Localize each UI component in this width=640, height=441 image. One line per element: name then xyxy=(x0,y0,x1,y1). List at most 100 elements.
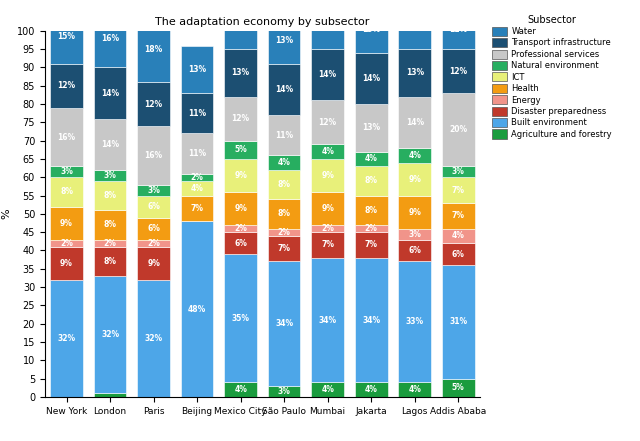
Bar xyxy=(268,64,301,115)
Bar xyxy=(355,258,388,382)
Bar xyxy=(181,174,214,181)
Bar xyxy=(398,2,431,49)
Bar xyxy=(225,2,257,49)
Bar xyxy=(225,382,257,397)
Bar xyxy=(398,196,431,228)
Bar xyxy=(268,155,301,170)
Y-axis label: %: % xyxy=(1,209,11,219)
Bar xyxy=(398,163,431,196)
Bar xyxy=(225,97,257,141)
Text: 4%: 4% xyxy=(234,385,247,394)
Text: 7%: 7% xyxy=(452,186,465,194)
Text: 2%: 2% xyxy=(191,173,204,182)
Bar xyxy=(312,159,344,192)
Bar xyxy=(94,239,127,247)
Text: 32%: 32% xyxy=(101,330,119,339)
Legend: Water, Transport infrastructure, Professional services, Natural environment, ICT: Water, Transport infrastructure, Profess… xyxy=(491,13,614,141)
Bar xyxy=(312,232,344,258)
Text: 3%: 3% xyxy=(147,186,160,194)
Text: 3%: 3% xyxy=(408,229,421,239)
Text: 14%: 14% xyxy=(362,74,380,83)
Bar xyxy=(268,228,301,236)
Bar xyxy=(94,276,127,393)
Text: 8%: 8% xyxy=(278,209,291,218)
Text: 2%: 2% xyxy=(147,239,160,248)
Bar xyxy=(94,170,127,181)
Bar xyxy=(268,236,301,262)
Bar xyxy=(355,152,388,166)
Bar xyxy=(138,16,170,82)
Text: 13%: 13% xyxy=(232,68,250,78)
Bar xyxy=(181,45,214,93)
Text: 8%: 8% xyxy=(60,187,73,196)
Text: 16%: 16% xyxy=(58,132,76,142)
Bar xyxy=(355,166,388,196)
Bar xyxy=(51,108,83,166)
Text: 12%: 12% xyxy=(449,67,467,76)
Title: The adaptation economy by subsector: The adaptation economy by subsector xyxy=(156,17,369,27)
Bar xyxy=(312,49,344,101)
Text: 2%: 2% xyxy=(321,224,334,233)
Text: 14%: 14% xyxy=(406,118,424,127)
Bar xyxy=(268,386,301,397)
Text: 11%: 11% xyxy=(275,131,293,140)
Text: 4%: 4% xyxy=(321,385,334,394)
Text: 8%: 8% xyxy=(365,206,378,215)
Bar xyxy=(312,258,344,382)
Text: 8%: 8% xyxy=(104,220,116,229)
Bar xyxy=(398,97,431,148)
Bar xyxy=(94,247,127,276)
Text: 16%: 16% xyxy=(101,34,119,43)
Text: 13%: 13% xyxy=(275,36,293,45)
Bar xyxy=(312,101,344,144)
Bar xyxy=(181,196,214,221)
Text: 4%: 4% xyxy=(365,154,378,164)
Bar xyxy=(51,280,83,397)
Bar xyxy=(442,378,475,397)
Text: 3%: 3% xyxy=(60,167,73,176)
Bar xyxy=(312,2,344,49)
Text: 13%: 13% xyxy=(319,21,337,30)
Bar xyxy=(51,166,83,177)
Bar xyxy=(94,67,127,119)
Text: 34%: 34% xyxy=(362,315,380,325)
Text: 13%: 13% xyxy=(406,21,424,30)
Text: 16%: 16% xyxy=(145,151,163,160)
Text: 4%: 4% xyxy=(408,151,421,160)
Text: 2%: 2% xyxy=(104,239,116,248)
Text: 13%: 13% xyxy=(232,21,250,30)
Bar xyxy=(51,64,83,108)
Bar xyxy=(442,166,475,177)
Text: 34%: 34% xyxy=(275,319,293,328)
Text: 7%: 7% xyxy=(278,244,291,253)
Text: 13%: 13% xyxy=(406,68,424,78)
Bar xyxy=(138,217,170,239)
Text: 9%: 9% xyxy=(147,259,160,268)
Bar xyxy=(225,159,257,192)
Text: 9%: 9% xyxy=(321,171,334,180)
Text: 6%: 6% xyxy=(408,246,421,255)
Text: 33%: 33% xyxy=(406,318,424,326)
Text: 13%: 13% xyxy=(188,65,206,74)
Text: 2%: 2% xyxy=(234,224,247,233)
Text: 11%: 11% xyxy=(449,25,467,34)
Text: 12%: 12% xyxy=(319,118,337,127)
Bar xyxy=(312,192,344,225)
Text: 5%: 5% xyxy=(234,146,247,154)
Text: 9%: 9% xyxy=(60,219,73,228)
Bar xyxy=(312,225,344,232)
Bar xyxy=(181,133,214,174)
Bar xyxy=(138,126,170,185)
Bar xyxy=(442,243,475,265)
Text: 5%: 5% xyxy=(452,383,465,392)
Text: 9%: 9% xyxy=(60,259,73,268)
Text: 4%: 4% xyxy=(452,232,465,240)
Bar xyxy=(398,228,431,239)
Bar xyxy=(442,203,475,228)
Text: 8%: 8% xyxy=(365,176,378,186)
Bar xyxy=(355,382,388,397)
Text: 12%: 12% xyxy=(145,100,163,108)
Bar xyxy=(51,206,83,239)
Text: 9%: 9% xyxy=(408,208,421,217)
Bar xyxy=(355,53,388,104)
